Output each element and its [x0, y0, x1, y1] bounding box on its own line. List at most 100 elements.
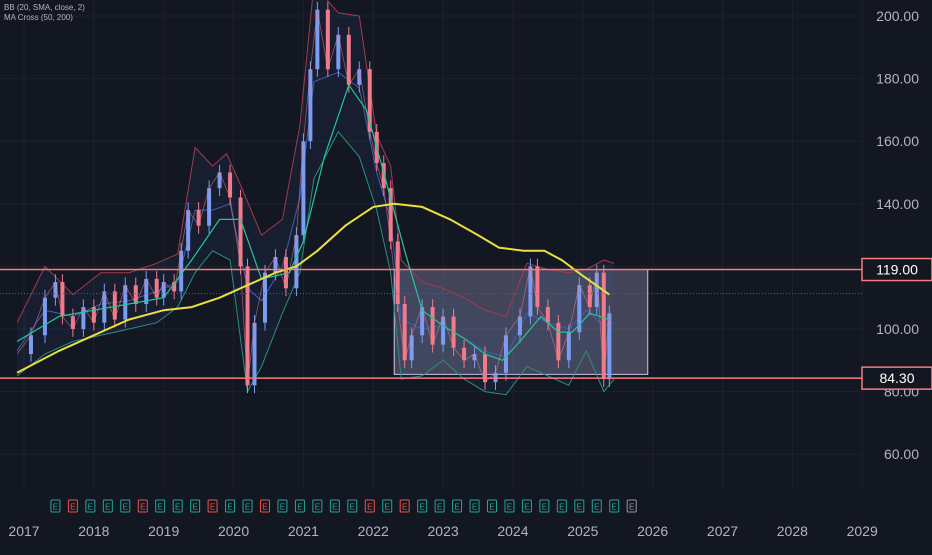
candle-body — [545, 307, 550, 323]
earnings-badge — [207, 499, 218, 513]
earnings-badge — [434, 499, 445, 513]
earnings-badge-label: E — [245, 503, 250, 512]
candle-body — [172, 282, 177, 292]
earnings-badge-label: E — [629, 503, 634, 512]
candle-body — [315, 9, 320, 70]
candle-body — [161, 282, 166, 298]
x-tick-label: 2023 — [428, 523, 459, 539]
earnings-badge-label: E — [542, 503, 547, 512]
earnings-badge-label: E — [489, 503, 494, 512]
earnings-badge-label: E — [280, 503, 285, 512]
earnings-badge — [155, 499, 166, 513]
level-price-tag — [861, 257, 932, 282]
candle-body — [112, 291, 117, 320]
earnings-badge-label: E — [385, 503, 390, 512]
earnings-badge-label: E — [350, 503, 355, 512]
candle-body — [402, 303, 407, 361]
earnings-badge — [382, 499, 393, 513]
earnings-badge — [417, 499, 428, 513]
x-tick-label: 2024 — [497, 523, 528, 539]
moving-average-layer — [16, 83, 610, 374]
x-tick-label: 2027 — [707, 523, 738, 539]
candle-body — [53, 282, 58, 298]
grid-layer — [0, 0, 863, 488]
earnings-badge-label: E — [419, 503, 424, 512]
earnings-badge — [626, 499, 637, 513]
candle-body — [217, 172, 222, 189]
candle-body — [228, 172, 233, 198]
earnings-badge — [452, 499, 463, 513]
candle-body — [503, 335, 508, 373]
candle-body — [325, 9, 330, 70]
candle-body — [28, 335, 33, 355]
earnings-badge-label: E — [472, 503, 477, 512]
candle-body — [430, 307, 435, 345]
candle-body — [186, 210, 191, 251]
earnings-badge-label: E — [105, 503, 110, 512]
candle-body — [517, 316, 522, 336]
earnings-badge — [50, 499, 61, 513]
earnings-badge — [329, 499, 340, 513]
candle-body — [91, 307, 96, 323]
candle-body — [535, 266, 540, 308]
x-tick-label: 2021 — [288, 523, 319, 539]
earnings-badge-label: E — [70, 503, 75, 512]
candle-body — [346, 34, 351, 85]
x-tick-label: 2020 — [218, 523, 249, 539]
earnings-badge-label: E — [594, 503, 599, 512]
level-lines-layer — [0, 268, 862, 379]
earnings-badge-label: E — [315, 503, 320, 512]
candle-body — [556, 322, 561, 361]
earnings-badge-label: E — [437, 503, 442, 512]
candle-body — [123, 285, 128, 320]
earnings-badge — [556, 499, 567, 513]
y-tick-label: 100.00 — [876, 321, 919, 337]
level-price-label: 84.30 — [879, 370, 914, 386]
candle-body — [283, 257, 288, 289]
earnings-badge-label: E — [559, 503, 564, 512]
candle-body — [70, 316, 75, 329]
candle-body — [154, 278, 159, 298]
candle-body — [60, 282, 65, 317]
y-tick-label: 200.00 — [876, 8, 919, 24]
indicator-legend: BB (20, SMA, close, 2) MA Cross (50, 200… — [4, 3, 85, 23]
earnings-badge — [591, 499, 602, 513]
candle-body — [472, 354, 477, 361]
earnings-badge — [102, 499, 113, 513]
candle-body — [294, 235, 299, 289]
earnings-badge-label: E — [402, 503, 407, 512]
level-price-tag — [861, 366, 932, 390]
candle-body — [528, 266, 533, 317]
candle-body — [483, 354, 488, 383]
earnings-badge-label: E — [367, 503, 372, 512]
candle-body — [301, 141, 306, 236]
candle-body — [42, 297, 47, 336]
earnings-badge — [347, 499, 358, 513]
earnings-badge-label: E — [175, 503, 180, 512]
earnings-badge — [242, 499, 253, 513]
x-tick-label: 2026 — [637, 523, 668, 539]
earnings-badge-label: E — [158, 503, 163, 512]
earnings-badge-label: E — [140, 503, 145, 512]
bollinger-bands-label[interactable]: BB (20, SMA, close, 2) — [4, 3, 85, 12]
candle-body — [102, 291, 107, 323]
earnings-badge-label: E — [123, 503, 128, 512]
y-tick-label: 160.00 — [876, 133, 919, 149]
earnings-badge — [364, 499, 375, 513]
price-line — [16, 9, 610, 386]
earnings-badge — [85, 499, 96, 513]
ma-cross-label[interactable]: MA Cross (50, 200) — [4, 13, 73, 22]
x-tick-label: 2019 — [148, 523, 179, 539]
candle-body — [577, 285, 582, 333]
candle-body — [607, 313, 612, 380]
earnings-badge-label: E — [332, 503, 337, 512]
x-tick-label: 2022 — [358, 523, 389, 539]
earnings-badge-label: E — [524, 503, 529, 512]
earnings-badge — [504, 499, 515, 513]
candle-body — [308, 69, 313, 142]
candle-body — [381, 163, 386, 189]
candle-body — [273, 257, 278, 273]
